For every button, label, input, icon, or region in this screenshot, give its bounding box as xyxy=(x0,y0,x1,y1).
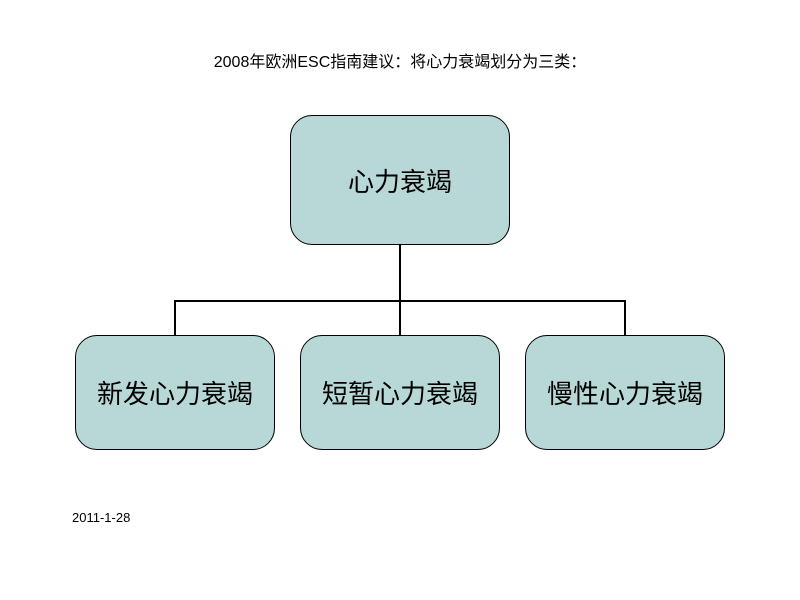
child-node-1-label: 短暂心力衰竭 xyxy=(322,374,478,411)
connector-child-1 xyxy=(399,300,401,335)
child-node-0: 新发心力衰竭 xyxy=(75,335,275,450)
connector-child-0 xyxy=(174,300,176,335)
connector-root-vertical xyxy=(399,245,401,302)
diagram-title: 2008年欧洲ESC指南建议：将心力衰竭划分为三类： xyxy=(0,48,800,72)
child-node-2-label: 慢性心力衰竭 xyxy=(547,374,703,411)
child-node-0-label: 新发心力衰竭 xyxy=(97,374,253,411)
child-node-2: 慢性心力衰竭 xyxy=(525,335,725,450)
root-node-label: 心力衰竭 xyxy=(348,162,452,199)
child-node-1: 短暂心力衰竭 xyxy=(300,335,500,450)
root-node: 心力衰竭 xyxy=(290,115,510,245)
footer-date: 2011-1-28 xyxy=(72,510,130,525)
connector-child-2 xyxy=(624,300,626,335)
